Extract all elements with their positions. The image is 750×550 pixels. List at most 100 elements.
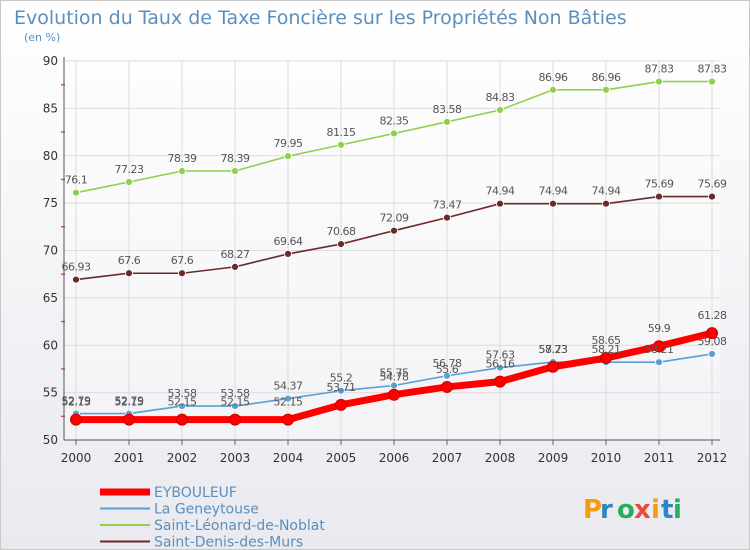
data-label: 56.16 <box>486 358 515 371</box>
data-label: 72.09 <box>380 212 409 225</box>
data-label: 52.15 <box>274 396 303 409</box>
data-label: 53.58 <box>221 387 250 400</box>
chart-title: Evolution du Taux de Taxe Foncière sur l… <box>14 7 627 29</box>
data-label: 75.69 <box>698 178 727 191</box>
data-point <box>72 275 80 284</box>
data-point <box>496 106 504 114</box>
data-point <box>72 188 80 197</box>
legend-label: EYBOULEUF <box>154 485 237 501</box>
data-label: 68.27 <box>221 248 250 261</box>
y-tick-label: 80 <box>43 149 58 163</box>
data-point <box>390 129 398 138</box>
data-point <box>708 350 716 358</box>
data-label: 52.15 <box>115 396 144 409</box>
y-tick-label: 55 <box>43 386 58 400</box>
data-point <box>231 262 239 271</box>
x-tick-label: 2004 <box>273 451 304 465</box>
data-point <box>708 192 716 201</box>
data-label: 67.6 <box>118 254 141 267</box>
data-point <box>231 402 239 410</box>
grid <box>64 60 720 441</box>
data-point <box>602 85 610 94</box>
data-label: 78.39 <box>168 152 197 165</box>
data-label: 74.94 <box>539 185 568 198</box>
data-point <box>229 413 241 426</box>
data-point <box>335 398 347 411</box>
x-tick-label: 2001 <box>114 451 145 465</box>
data-point <box>494 375 506 388</box>
y-tick-label: 85 <box>43 101 58 115</box>
data-label: 52.15 <box>168 396 197 409</box>
logo-letter: P <box>583 495 602 525</box>
x-tick-label: 2012 <box>697 451 728 465</box>
data-label: 57.73 <box>539 343 568 356</box>
y-tick-label: 75 <box>43 196 58 210</box>
data-label: 53.58 <box>168 387 197 400</box>
data-point <box>388 388 400 401</box>
data-label: 55.6 <box>436 363 459 376</box>
data-label: 86.96 <box>592 71 621 84</box>
data-label: 54.78 <box>380 371 409 384</box>
data-point <box>125 269 133 278</box>
y-tick-label: 50 <box>43 433 58 447</box>
data-label: 70.68 <box>327 225 356 238</box>
data-label: 58.65 <box>592 334 621 347</box>
data-point <box>708 77 716 86</box>
x-tick-label: 2006 <box>379 451 410 465</box>
data-point <box>390 226 398 235</box>
data-label: 57.63 <box>486 349 515 362</box>
data-point <box>496 199 504 208</box>
logo-letter: x <box>634 495 651 525</box>
data-point <box>655 77 663 86</box>
data-label: 75.69 <box>645 178 674 191</box>
data-point <box>284 152 292 161</box>
data-point <box>655 192 663 201</box>
data-label: 55.75 <box>380 367 409 380</box>
data-label: 59.08 <box>698 335 727 348</box>
data-label: 81.15 <box>327 126 356 139</box>
logo-letter: i <box>673 495 682 525</box>
data-label: 74.94 <box>592 185 621 198</box>
data-label: 83.58 <box>433 103 462 116</box>
y-tick-label: 65 <box>43 291 58 305</box>
data-point <box>653 340 665 353</box>
x-tick-label: 2000 <box>61 451 92 465</box>
data-point <box>443 371 451 380</box>
data-label: 84.83 <box>486 91 515 104</box>
data-label: 56.78 <box>433 357 462 370</box>
data-label: 74.94 <box>486 185 515 198</box>
y-tick-label: 90 <box>43 54 58 68</box>
data-point <box>600 352 612 365</box>
data-label: 67.6 <box>171 254 194 267</box>
x-tick-label: 2010 <box>591 451 622 465</box>
logo-letter: r <box>600 495 613 525</box>
data-label: 87.83 <box>698 63 727 76</box>
data-point <box>125 178 133 186</box>
legend-label: Saint-Léonard-de-Noblat <box>154 518 325 534</box>
data-label: 66.93 <box>62 261 91 274</box>
proxiti-logo: Pr o x i t i <box>583 495 682 525</box>
data-label: 52.79 <box>115 395 144 408</box>
x-tick-label: 2007 <box>432 451 463 465</box>
data-point <box>655 358 663 367</box>
data-label: 52.15 <box>62 396 91 409</box>
data-label: 59.9 <box>648 322 671 335</box>
data-point <box>178 402 186 410</box>
data-label: 55.2 <box>330 372 353 385</box>
y-tick-label: 70 <box>43 244 58 258</box>
data-label: 86.96 <box>539 71 568 84</box>
data-label: 53.71 <box>327 381 356 394</box>
data-label: 79.95 <box>274 137 303 150</box>
x-tick-label: 2009 <box>538 451 569 465</box>
data-label: 73.47 <box>433 199 462 212</box>
y-tick-label: 60 <box>43 338 58 352</box>
logo-letter: i <box>651 495 660 525</box>
data-point <box>337 386 345 395</box>
data-point <box>284 250 292 258</box>
logo-letter: t <box>661 495 673 525</box>
data-point <box>547 360 559 373</box>
data-label: 77.23 <box>115 163 144 176</box>
